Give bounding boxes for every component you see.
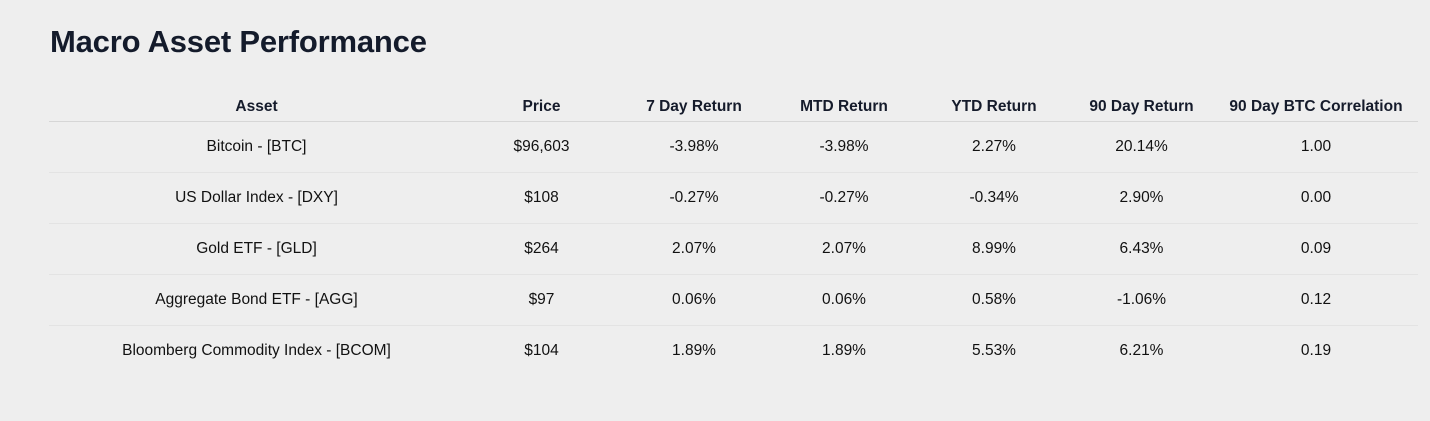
table-header: Asset Price 7 Day Return MTD Return YTD … (49, 92, 1418, 122)
cell-price: $104 (524, 342, 559, 359)
cell-ytd-return: 5.53% (972, 342, 1016, 359)
cell-7-day-return: 0.06% (619, 274, 769, 326)
cell-asset: US Dollar Index - [DXY] (49, 172, 464, 224)
cell-price: $264 (464, 223, 619, 275)
header-ytd-return[interactable]: YTD Return (919, 92, 1069, 122)
cell-ytd-return: 8.99% (919, 223, 1069, 275)
cell-price: $97 (464, 274, 619, 326)
cell-btc-correlation: 0.09 (1214, 223, 1418, 275)
table-row: Bloomberg Commodity Index - [BCOM] $104 … (49, 326, 1418, 377)
cell-ytd-return: 0.58% (919, 274, 1069, 326)
header-90-day-btc-correlation[interactable]: 90 Day BTC Correlation (1214, 92, 1418, 122)
cell-mtd-return: -0.27% (769, 172, 919, 224)
header-90-day-return[interactable]: 90 Day Return (1069, 92, 1214, 122)
cell-btc-correlation: 0.00 (1214, 172, 1418, 224)
table-body: Bitcoin - [BTC] $96,603 -3.98% -3.98% 2.… (49, 121, 1418, 377)
header-mtd-return[interactable]: MTD Return (769, 92, 919, 122)
cell-90-day-return: 20.14% (1069, 121, 1214, 173)
header-row: Asset Price 7 Day Return MTD Return YTD … (49, 92, 1418, 122)
cell-asset: Bitcoin - [BTC] (49, 121, 464, 173)
cell-7-day-return: -0.27% (619, 172, 769, 224)
header-price[interactable]: Price (464, 92, 619, 122)
table-row: Bitcoin - [BTC] $96,603 -3.98% -3.98% 2.… (49, 121, 1418, 173)
asset-performance-table: Asset Price 7 Day Return MTD Return YTD … (49, 92, 1418, 376)
cell-btc-correlation: 1.00 (1214, 121, 1418, 173)
table-row: Gold ETF - [GLD] $264 2.07% 2.07% 8.99% … (49, 223, 1418, 275)
cell-price: $108 (464, 172, 619, 224)
cell-90-day-return: 6.21% (1119, 342, 1164, 359)
cell-mtd-return: 0.06% (769, 274, 919, 326)
cell-asset: Gold ETF - [GLD] (49, 223, 464, 275)
cell-7-day-return: 1.89% (672, 342, 716, 359)
table-row: Aggregate Bond ETF - [AGG] $97 0.06% 0.0… (49, 274, 1418, 326)
cell-price: $96,603 (464, 121, 619, 173)
cell-asset: Bloomberg Commodity Index - [BCOM] (122, 342, 391, 359)
cell-7-day-return: 2.07% (619, 223, 769, 275)
header-asset[interactable]: Asset (49, 92, 464, 122)
cell-7-day-return: -3.98% (619, 121, 769, 173)
cell-btc-correlation: 0.19 (1300, 342, 1332, 359)
cell-mtd-return: 1.89% (822, 342, 866, 359)
cell-ytd-return: 2.27% (919, 121, 1069, 173)
cell-btc-correlation: 0.12 (1214, 274, 1418, 326)
cell-90-day-return: 2.90% (1069, 172, 1214, 224)
table-row: US Dollar Index - [DXY] $108 -0.27% -0.2… (49, 172, 1418, 224)
cell-mtd-return: -3.98% (769, 121, 919, 173)
cell-ytd-return: -0.34% (919, 172, 1069, 224)
cell-mtd-return: 2.07% (769, 223, 919, 275)
page-title: Macro Asset Performance (50, 24, 427, 59)
header-7-day-return[interactable]: 7 Day Return (619, 92, 769, 122)
cell-90-day-return: -1.06% (1069, 274, 1214, 326)
cell-90-day-return: 6.43% (1069, 223, 1214, 275)
cell-asset: Aggregate Bond ETF - [AGG] (49, 274, 464, 326)
